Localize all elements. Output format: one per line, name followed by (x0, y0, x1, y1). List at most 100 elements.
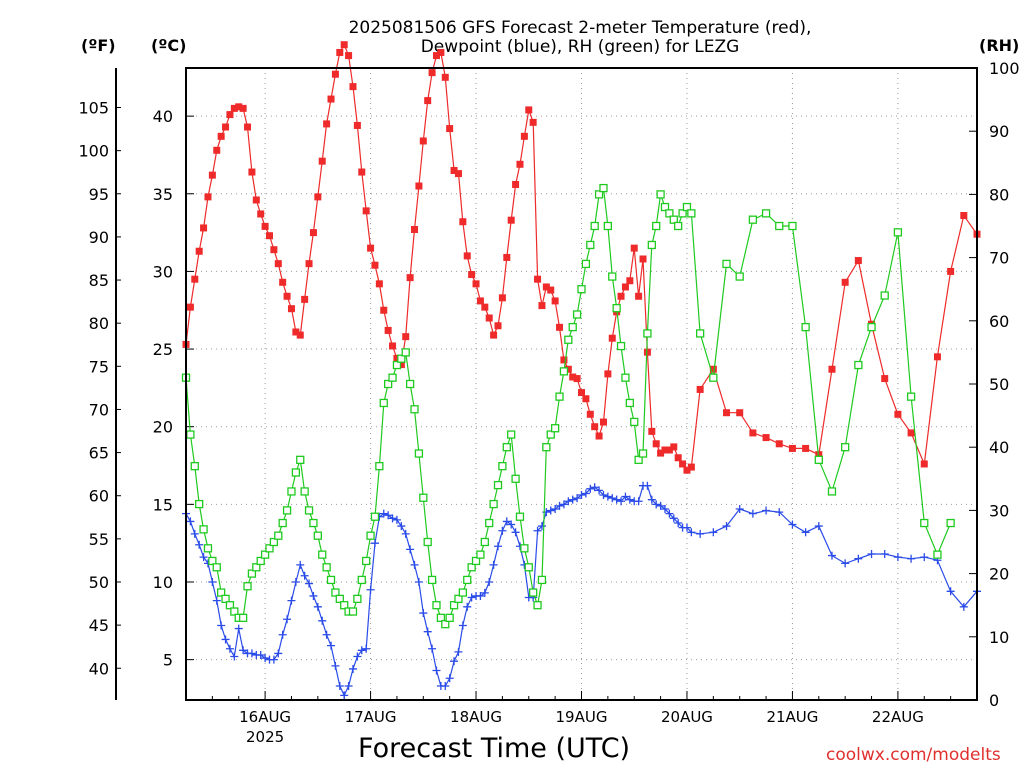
rh-point (357, 575, 366, 585)
rh-line (185, 186, 952, 626)
rh-point (366, 531, 375, 540)
temperature-point (230, 104, 238, 112)
temperature-point (186, 303, 194, 311)
temperature-point (226, 111, 234, 119)
dewpoint-point (195, 540, 204, 549)
dewpoint-point (762, 506, 771, 515)
dewpoint-point (586, 484, 595, 493)
dewpoint-point (665, 509, 674, 518)
temperature-point (516, 160, 524, 168)
rh-point (322, 563, 331, 572)
dewpoint-point (489, 560, 498, 569)
temperature-point (881, 375, 889, 383)
temperature-point (450, 166, 458, 174)
x-tick-label: 18AUG (450, 708, 502, 726)
dewpoint-point (318, 616, 327, 625)
dewpoint-point (480, 588, 489, 597)
rh-point (296, 455, 305, 464)
dewpoint-point (652, 500, 661, 509)
temperature-point (367, 244, 375, 252)
rh-point (814, 455, 823, 464)
rh-point (577, 285, 586, 294)
rh-point (331, 588, 340, 597)
temperature-point (683, 466, 691, 474)
rh-point (489, 499, 498, 509)
dewpoint-point (353, 652, 362, 661)
dewpoint-point (309, 591, 318, 600)
rh-point (274, 531, 283, 540)
temperature-point (468, 271, 476, 279)
rh-point (260, 550, 270, 559)
temperature-point (217, 132, 225, 140)
dewpoint-point (208, 577, 217, 586)
dewpoint-point (581, 489, 590, 498)
temperature-point (591, 423, 599, 431)
rh-point (405, 379, 415, 389)
temperature-point (380, 306, 388, 314)
dewpoint-point (344, 682, 353, 691)
dewpoint-point (854, 554, 863, 563)
x-tick-label: 22AUG (872, 708, 924, 726)
rh-point (269, 537, 279, 547)
rh-point (546, 430, 555, 439)
dewpoint-point (322, 630, 331, 639)
celsius-tick-label: 20 (153, 418, 173, 437)
celsius-tick-label: 15 (153, 495, 173, 514)
temperature-point (626, 277, 634, 285)
rh-point (674, 221, 683, 231)
rh-point (788, 221, 797, 231)
dewpoint-point (239, 646, 248, 655)
temperature-point (802, 444, 810, 452)
temperature-point (419, 137, 427, 145)
dewpoint-point (814, 522, 823, 531)
temperature-point (534, 275, 542, 283)
temperature-point (446, 125, 454, 133)
grid-lines (186, 68, 977, 700)
temperature-point (670, 443, 678, 451)
temperature-point (599, 418, 607, 426)
celsius-tick-label: 25 (153, 340, 173, 359)
rh-point (638, 449, 648, 458)
rh-point (401, 348, 410, 357)
rh-point (559, 367, 569, 376)
temperature-point (384, 326, 392, 334)
rh-tick-label: 100 (989, 59, 1020, 78)
dewpoint-point (225, 644, 234, 653)
rh-point (353, 594, 362, 604)
temperature-point (635, 292, 643, 300)
temperature-point (520, 132, 528, 140)
temperature-point (841, 278, 849, 286)
rh-point (841, 443, 850, 452)
dewpoint-point (278, 630, 287, 639)
rh-tick-label: 80 (989, 185, 1009, 204)
dewpoint-point (366, 585, 375, 594)
temperature-point (498, 294, 506, 302)
fahrenheit-tick-label: 40 (89, 659, 109, 678)
dewpoint-point (287, 596, 296, 605)
dewpoint-point (410, 560, 419, 569)
dewpoint-point (880, 550, 889, 559)
rh-point (665, 209, 674, 218)
temperature-point (749, 429, 757, 437)
rh-point (906, 392, 916, 401)
rh-point (436, 613, 446, 622)
rh-point (362, 556, 371, 566)
dewpoint-point (296, 560, 305, 569)
temperature-point (604, 370, 612, 378)
temperature-point (494, 322, 502, 330)
dewpoint-point (463, 602, 472, 611)
temperature-point (204, 193, 212, 201)
dewpoint-point (428, 644, 437, 653)
temperature-point (222, 123, 230, 131)
temperature-point (397, 361, 405, 369)
dewpoint-point (494, 542, 503, 551)
rh-point (256, 556, 265, 566)
rh-point (660, 202, 670, 212)
rh-point (318, 550, 327, 559)
rh-point (278, 518, 287, 528)
dewpoint-point (190, 529, 199, 538)
rh-point (678, 209, 687, 218)
dewpoint-point (476, 591, 485, 600)
dewpoint-point (414, 577, 423, 586)
rh-point (880, 291, 889, 300)
